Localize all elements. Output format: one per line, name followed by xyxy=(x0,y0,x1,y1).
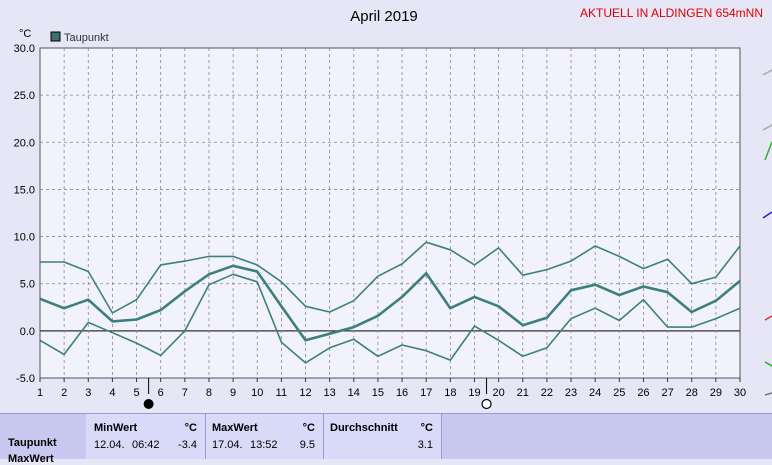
stat-min-date: 12.04. xyxy=(94,439,125,451)
x-tick-label: 12 xyxy=(299,387,311,399)
stat-min-cell: MinWert °C 12.04. 06:42 -3.4 xyxy=(86,414,206,459)
x-tick-label: 19 xyxy=(468,387,480,399)
x-tick-label: 25 xyxy=(613,387,625,399)
x-tick-label: 18 xyxy=(444,387,456,399)
stat-min-header: MinWert xyxy=(94,422,138,434)
x-tick-label: 28 xyxy=(686,387,698,399)
series-line-mean xyxy=(39,264,741,342)
x-tick-label: 16 xyxy=(396,387,408,399)
y-tick-label: 10.0 xyxy=(14,232,35,244)
stat-avg-unit: °C xyxy=(420,422,433,434)
x-tick-label: 9 xyxy=(230,387,236,399)
plot-area xyxy=(39,47,741,379)
x-tick-label: 26 xyxy=(637,387,649,399)
stat-max-header: MaxWert xyxy=(212,422,258,434)
x-tick-label: 7 xyxy=(182,387,188,399)
series-line-max xyxy=(40,241,741,314)
edge-mark xyxy=(764,392,772,396)
series-lines xyxy=(39,241,741,364)
stats-row-label: Taupunkt xyxy=(8,437,57,449)
x-tick-label: 10 xyxy=(251,387,263,399)
stat-min-value: -3.4 xyxy=(178,439,197,451)
x-tick-label: 1 xyxy=(37,387,43,399)
stat-min-time: 06:42 xyxy=(132,439,160,451)
stat-avg-value: 3.1 xyxy=(417,439,433,451)
stat-max-cell: MaxWert °C 17.04. 13:52 9.5 xyxy=(206,414,324,459)
x-tick-label: 29 xyxy=(710,387,722,399)
stats-row-label-cut: MaxWert xyxy=(8,453,54,465)
x-tick-label: 13 xyxy=(324,387,336,399)
legend-swatch xyxy=(50,31,61,42)
x-tick-label: 17 xyxy=(420,387,432,399)
stat-avg-header: Durchschnitt xyxy=(330,422,398,434)
x-tick-label: 14 xyxy=(348,387,360,399)
y-tick-label: 5.0 xyxy=(20,279,35,291)
x-tick-label: 2 xyxy=(61,387,67,399)
axes: 30.025.020.015.010.05.00.0-5.01 2 3 4 5 6 7 8 9 1… xyxy=(14,43,747,399)
x-tick-label: 11 xyxy=(276,387,287,399)
x-tick-label: 21 xyxy=(517,387,529,399)
y-tick-label: 25.0 xyxy=(14,90,35,102)
x-tick-label: 23 xyxy=(565,387,577,399)
edge-mark xyxy=(762,69,772,76)
x-tick-label: 15 xyxy=(372,387,384,399)
moon-phases xyxy=(143,378,492,410)
x-tick-label: 22 xyxy=(541,387,553,399)
y-tick-label: 0.0 xyxy=(20,326,35,338)
x-tick-label: 27 xyxy=(661,387,673,399)
edge-mark xyxy=(762,124,772,131)
stat-max-time: 13:52 xyxy=(250,439,278,451)
stat-max-value: 9.5 xyxy=(299,439,315,451)
station-label: AKTUELL IN ALDINGEN 654mNN xyxy=(580,6,763,20)
y-tick-label: 30.0 xyxy=(14,43,35,55)
y-tick-label: 15.0 xyxy=(14,184,35,196)
stat-avg-cell: Durchschnitt °C 3.1 xyxy=(324,414,442,459)
y-tick-label: -5.0 xyxy=(16,373,35,385)
x-tick-label: 24 xyxy=(589,387,601,399)
legend-label: Taupunkt xyxy=(64,32,109,44)
stat-max-unit: °C xyxy=(302,422,315,434)
grid xyxy=(40,48,740,378)
x-tick-label: 30 xyxy=(734,387,746,399)
chart: April 2019 AKTUELL IN ALDINGEN 654mNN °C… xyxy=(14,6,772,410)
edge-mark xyxy=(764,141,772,161)
full-moon-icon xyxy=(143,399,154,409)
x-tick-label: 3 xyxy=(85,387,91,399)
series-line-min xyxy=(39,273,741,364)
edge-mark xyxy=(764,361,772,367)
y-tick-label: 20.0 xyxy=(14,137,35,149)
x-tick-label: 4 xyxy=(109,387,115,399)
new-moon-icon xyxy=(481,398,492,410)
x-tick-label: 20 xyxy=(492,387,504,399)
x-tick-label: 6 xyxy=(158,387,164,399)
edge-mark xyxy=(764,315,772,321)
edge-marks xyxy=(762,69,772,396)
x-tick-label: 5 xyxy=(133,387,139,399)
stats-panel: Taupunkt MaxWert MinWert °C 12.04. 06:42… xyxy=(0,413,772,465)
stat-max-date: 17.04. xyxy=(212,439,243,451)
chart-title: April 2019 xyxy=(350,8,418,25)
edge-mark xyxy=(762,211,772,219)
y-unit-label: °C xyxy=(19,28,31,40)
x-tick-label: 8 xyxy=(206,387,212,399)
stat-min-unit: °C xyxy=(184,422,197,434)
